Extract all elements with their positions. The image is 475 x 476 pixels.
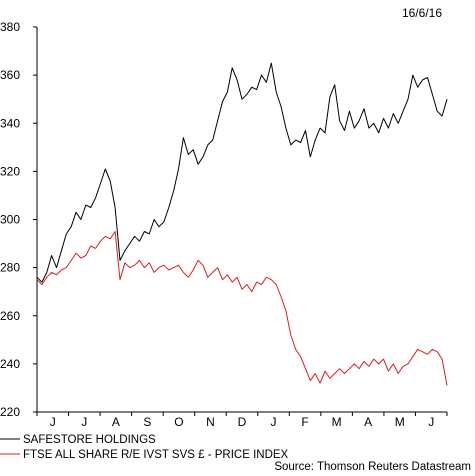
x-tick-label: M	[395, 415, 405, 429]
x-tick-label: O	[174, 415, 183, 429]
y-tick-label: 220	[0, 405, 20, 419]
legend-label-ftse: FTSE ALL SHARE R/E IVST SVS £ - PRICE IN…	[23, 449, 289, 461]
x-tick-label: S	[143, 415, 151, 429]
x-tick-label: M	[332, 415, 342, 429]
y-tick-label: 240	[0, 357, 20, 371]
source-note: Source: Thomson Reuters Datastream	[274, 461, 471, 473]
y-tick-label: 340	[0, 116, 20, 130]
x-tick-label: A	[112, 415, 120, 429]
legend-label-safestore: SAFESTORE HOLDINGS	[23, 434, 156, 446]
series-lines	[36, 62, 448, 386]
x-tick-label: J	[50, 415, 56, 429]
series-line-safestore	[36, 62, 448, 283]
y-tick-label: 280	[0, 261, 20, 275]
x-tick-label: A	[364, 415, 372, 429]
x-tick-label: J	[428, 415, 434, 429]
plot-area: 220 240 260 280 300 320 340 360 380 J J A S O N D J F M A M…	[0, 20, 448, 429]
series-line-ftse	[36, 231, 448, 386]
y-tick-label: 260	[0, 309, 20, 323]
x-tick-label: J	[81, 415, 87, 429]
date-label: 16/6/16	[402, 6, 442, 20]
y-tick-label: 320	[0, 164, 20, 178]
x-tick-label: N	[206, 415, 215, 429]
x-tick-label: D	[238, 415, 247, 429]
y-tick-label: 300	[0, 213, 20, 227]
legend: SAFESTORE HOLDINGS FTSE ALL SHARE R/E IV…	[0, 434, 289, 461]
x-tick-label: F	[301, 415, 308, 429]
x-tick-label: J	[271, 415, 277, 429]
y-tick-label: 360	[0, 68, 20, 82]
y-axis-ticks: 220 240 260 280 300 320 340 360 380	[0, 20, 37, 419]
y-tick-label: 380	[0, 20, 20, 34]
